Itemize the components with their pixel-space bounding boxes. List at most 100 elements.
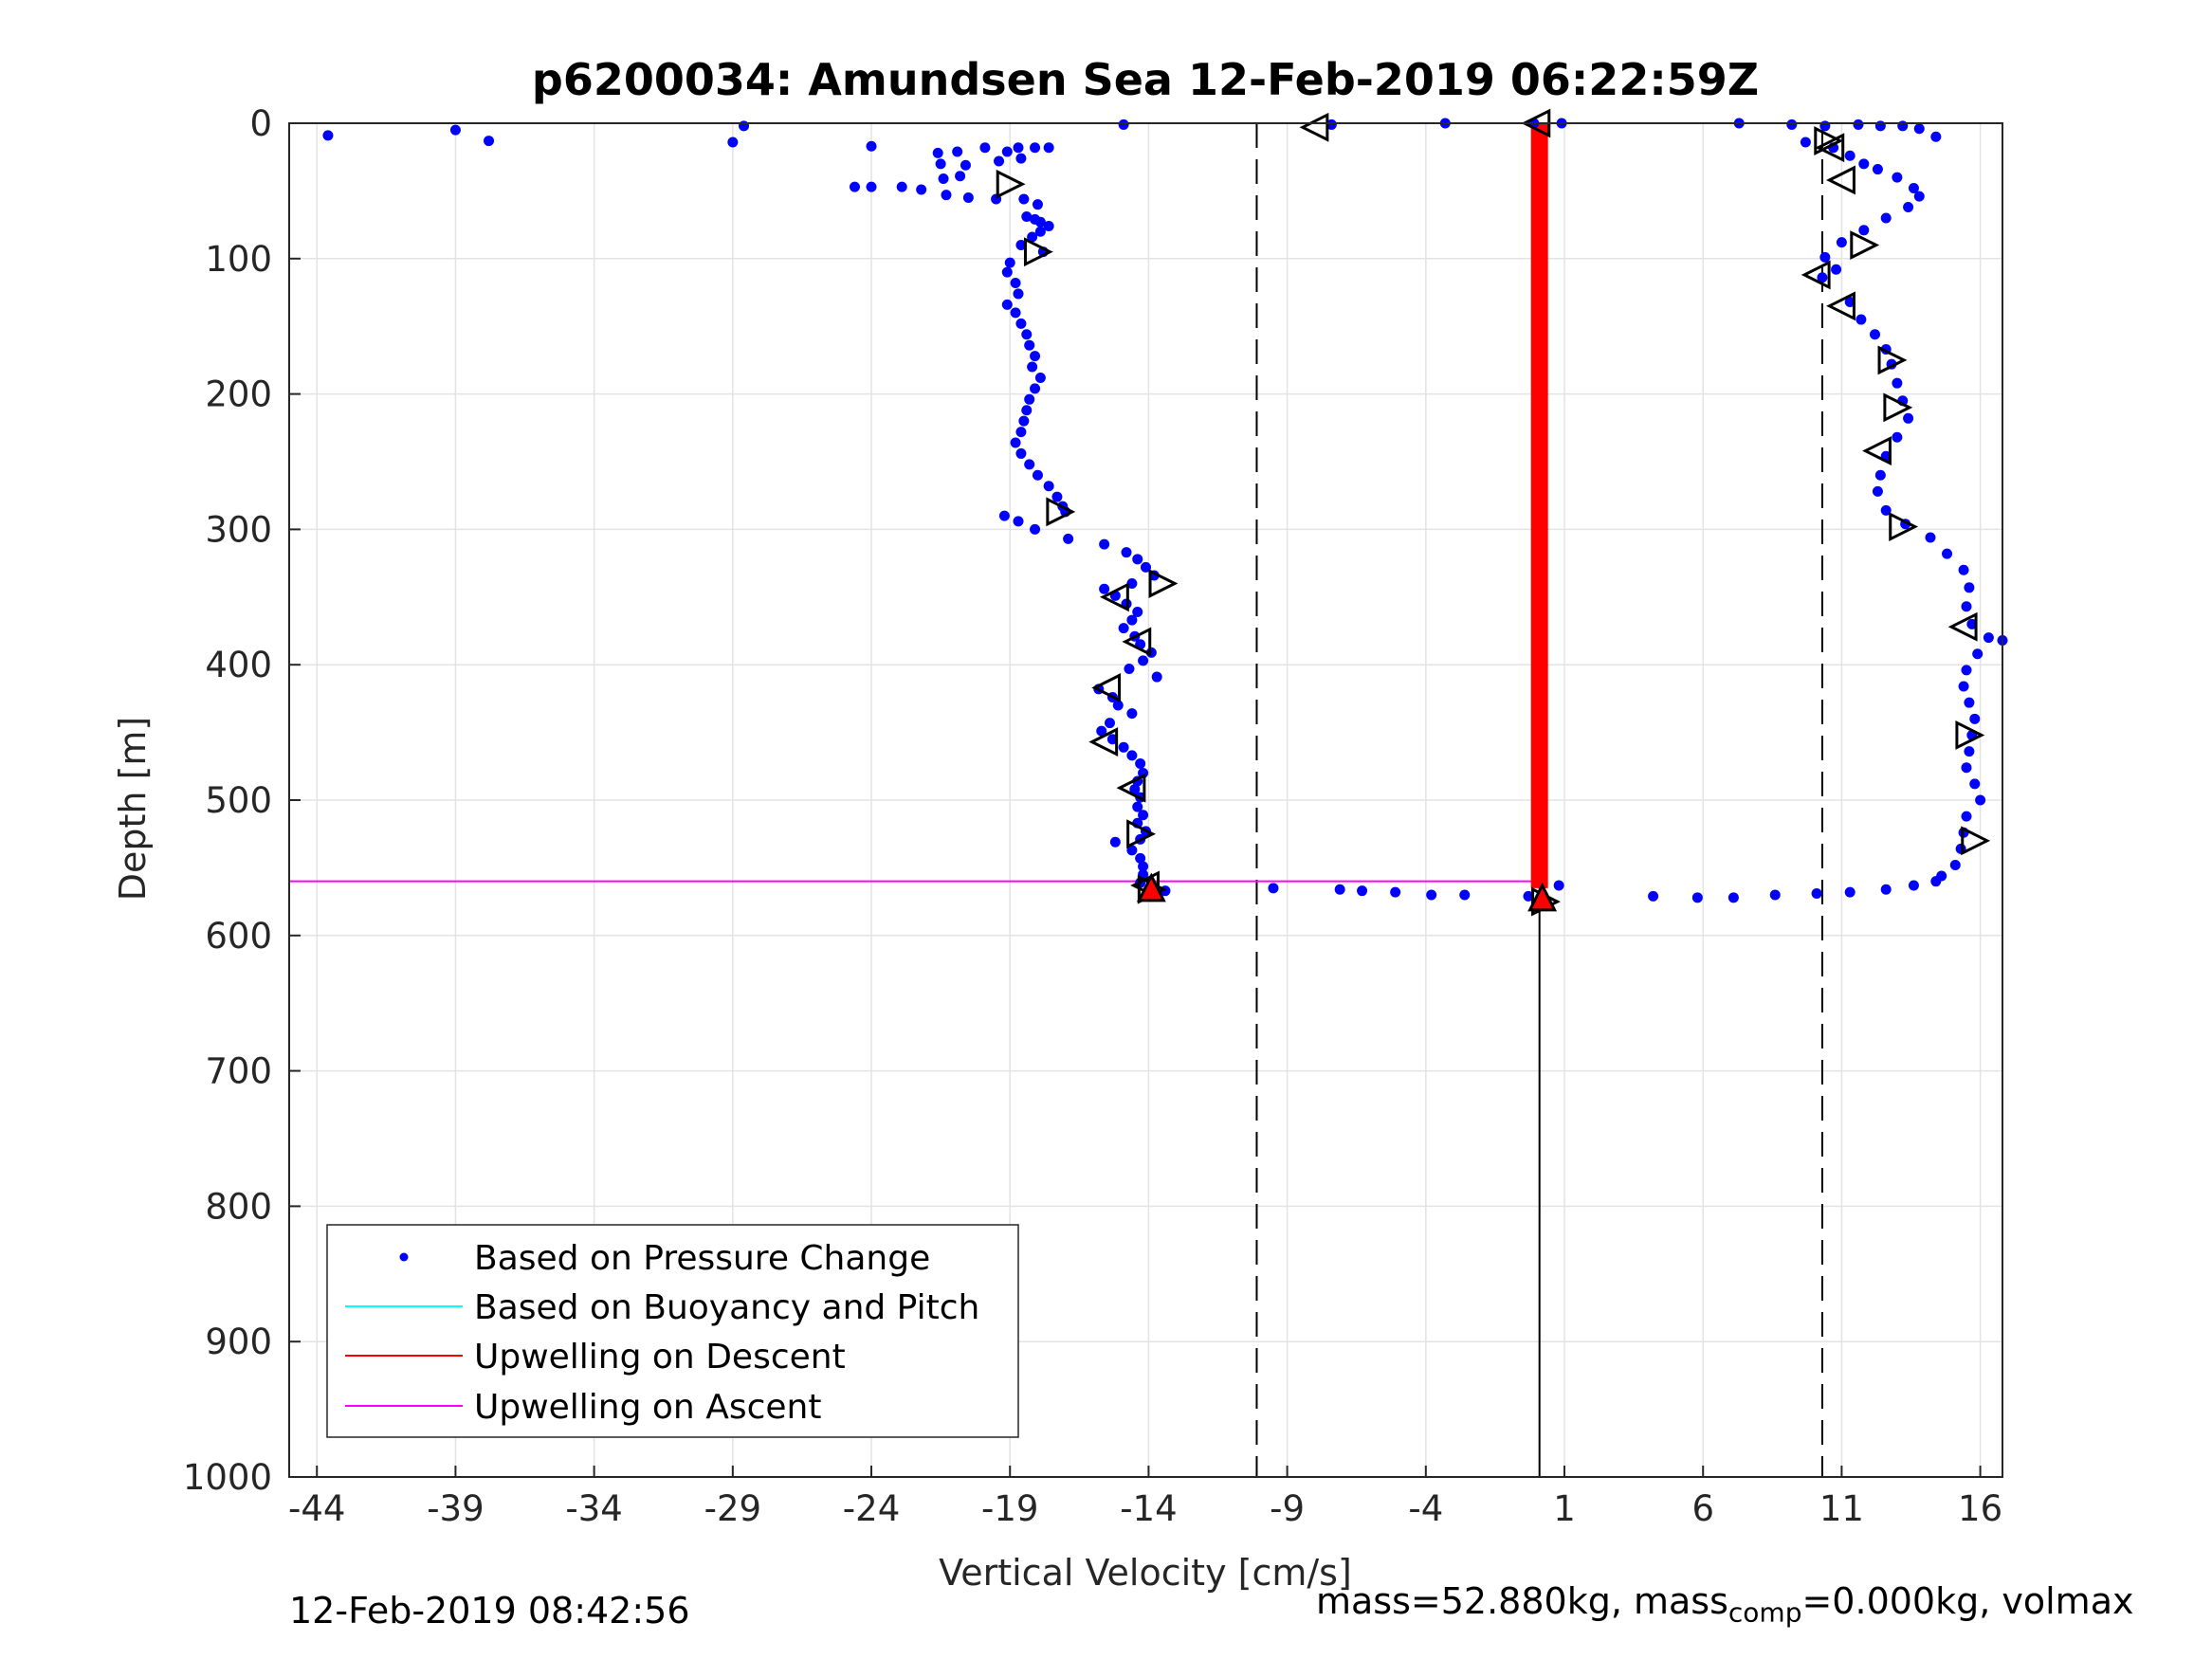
pressure-change-point bbox=[1112, 700, 1124, 711]
pressure-change-point bbox=[1063, 533, 1074, 544]
pressure-change-point bbox=[1268, 883, 1279, 894]
pressure-change-point bbox=[1126, 578, 1138, 590]
pressure-change-point bbox=[1034, 216, 1046, 228]
pressure-change-point bbox=[1018, 415, 1030, 427]
pressure-change-point bbox=[941, 190, 952, 201]
pressure-change-point bbox=[1118, 118, 1129, 130]
pressure-change-point bbox=[322, 130, 334, 141]
pressure-change-point bbox=[1001, 146, 1013, 157]
pressure-change-point bbox=[1856, 314, 1867, 325]
pressure-change-point bbox=[1930, 131, 1942, 142]
axis-ticks: -44 -39 -34 -29 -24 -19 -14 -9 -4 1 6 11 16010020030… bbox=[183, 103, 2002, 1529]
pressure-change-point bbox=[1961, 665, 1972, 676]
descent-marker bbox=[1148, 569, 1179, 598]
chart-title: p6200034: Amundsen Sea 12-Feb-2019 06:22… bbox=[532, 54, 1759, 105]
pressure-change-point bbox=[1015, 427, 1027, 438]
mass-text: mass=52.880kg, mass bbox=[1316, 1580, 1728, 1622]
pressure-change-point bbox=[1334, 884, 1345, 895]
pressure-change-point bbox=[1817, 272, 1828, 283]
x-tick-label: -34 bbox=[565, 1488, 622, 1529]
x-tick-label: 16 bbox=[1958, 1488, 2002, 1529]
pressure-change-point bbox=[1964, 697, 1975, 708]
y-tick-label: 500 bbox=[205, 780, 272, 821]
legend-dot-swatch bbox=[399, 1252, 409, 1262]
pressure-change-point bbox=[1021, 329, 1033, 340]
y-tick-label: 700 bbox=[205, 1051, 272, 1092]
y-tick-label: 300 bbox=[205, 509, 272, 550]
pressure-change-point bbox=[1027, 231, 1038, 243]
pressure-change-point bbox=[1975, 794, 1986, 806]
x-tick-label: -14 bbox=[1120, 1488, 1177, 1529]
pressure-change-point bbox=[998, 510, 1010, 521]
pressure-change-point bbox=[484, 136, 495, 147]
pressure-change-point bbox=[1858, 158, 1870, 170]
pressure-change-point bbox=[1010, 437, 1021, 448]
pressure-change-point bbox=[1858, 225, 1870, 236]
pressure-change-point bbox=[1942, 548, 1953, 559]
pressure-change-point bbox=[1030, 523, 1041, 535]
pressure-change-point bbox=[1961, 601, 1972, 612]
pressure-change-point bbox=[1099, 538, 1110, 550]
pressure-change-point bbox=[1030, 142, 1041, 154]
pressure-change-point bbox=[1426, 889, 1437, 901]
x-tick-label: -19 bbox=[981, 1488, 1038, 1529]
bottom-marker bbox=[1136, 872, 1166, 902]
pressure-change-point bbox=[1844, 886, 1856, 898]
legend-entry-pressure: Based on Pressure Change bbox=[474, 1239, 930, 1278]
pressure-change-point bbox=[1135, 852, 1146, 864]
pressure-change-point bbox=[1004, 257, 1015, 268]
pressure-change-point bbox=[935, 158, 946, 170]
pressure-change-point bbox=[1869, 329, 1880, 340]
pressure-change-point bbox=[1969, 713, 1981, 724]
pressure-change-point bbox=[932, 147, 943, 158]
pressure-change-point bbox=[1126, 708, 1138, 720]
legend-entry-buoyancy: Based on Buoyancy and Pitch bbox=[474, 1288, 979, 1327]
y-tick-label: 1000 bbox=[183, 1457, 272, 1498]
descent-marker bbox=[1850, 230, 1880, 260]
pressure-change-point bbox=[1969, 778, 1981, 790]
pressure-change-point bbox=[1027, 361, 1038, 373]
series-lines bbox=[289, 122, 1548, 888]
pressure-change-point bbox=[1880, 212, 1892, 224]
pressure-change-point bbox=[1903, 202, 1914, 213]
pressure-change-point bbox=[866, 140, 877, 152]
pressure-change-point bbox=[1390, 886, 1401, 898]
pressure-change-point bbox=[1964, 746, 1975, 757]
pressure-change-point bbox=[449, 124, 461, 136]
pressure-change-point bbox=[1030, 383, 1041, 394]
pressure-change-point bbox=[1013, 516, 1024, 527]
pressure-change-point bbox=[1034, 226, 1046, 237]
descent-marker bbox=[996, 169, 1026, 199]
pressure-change-point bbox=[1844, 150, 1856, 161]
pressure-change-point bbox=[1132, 607, 1143, 618]
legend-entry-descent: Upwelling on Descent bbox=[474, 1338, 846, 1376]
pressure-change-point bbox=[866, 181, 877, 192]
pressure-change-point bbox=[1836, 237, 1847, 248]
pressure-change-point bbox=[1132, 801, 1143, 812]
pressure-change-point bbox=[1972, 648, 1983, 660]
x-tick-label: 6 bbox=[1691, 1488, 1714, 1529]
pressure-change-point bbox=[1523, 890, 1534, 902]
ascent-marker bbox=[1826, 165, 1856, 195]
pressure-change-point bbox=[1109, 836, 1121, 848]
descent-marker bbox=[1814, 126, 1844, 155]
pressure-change-point bbox=[1034, 372, 1046, 383]
mass-subscript: comp bbox=[1728, 1596, 1802, 1629]
pressure-change-point bbox=[1800, 137, 1811, 148]
y-tick-label: 0 bbox=[249, 103, 272, 144]
pressure-change-point bbox=[1819, 251, 1831, 263]
pressure-change-point bbox=[1138, 861, 1149, 872]
x-tick-label: -24 bbox=[843, 1488, 900, 1529]
pressure-change-point bbox=[1892, 431, 1903, 443]
y-tick-label: 100 bbox=[205, 239, 272, 280]
pressure-change-point bbox=[1961, 762, 1972, 774]
y-tick-label: 600 bbox=[205, 916, 272, 957]
pressure-change-point bbox=[1010, 307, 1021, 319]
y-tick-label: 900 bbox=[205, 1322, 272, 1362]
pressure-change-point bbox=[1018, 193, 1030, 205]
pressure-change-point bbox=[1648, 890, 1659, 902]
pressure-change-point bbox=[1124, 663, 1135, 674]
guide-lines bbox=[1255, 123, 1823, 1477]
pressure-change-point bbox=[962, 192, 974, 204]
pressure-change-point bbox=[1908, 880, 1919, 891]
